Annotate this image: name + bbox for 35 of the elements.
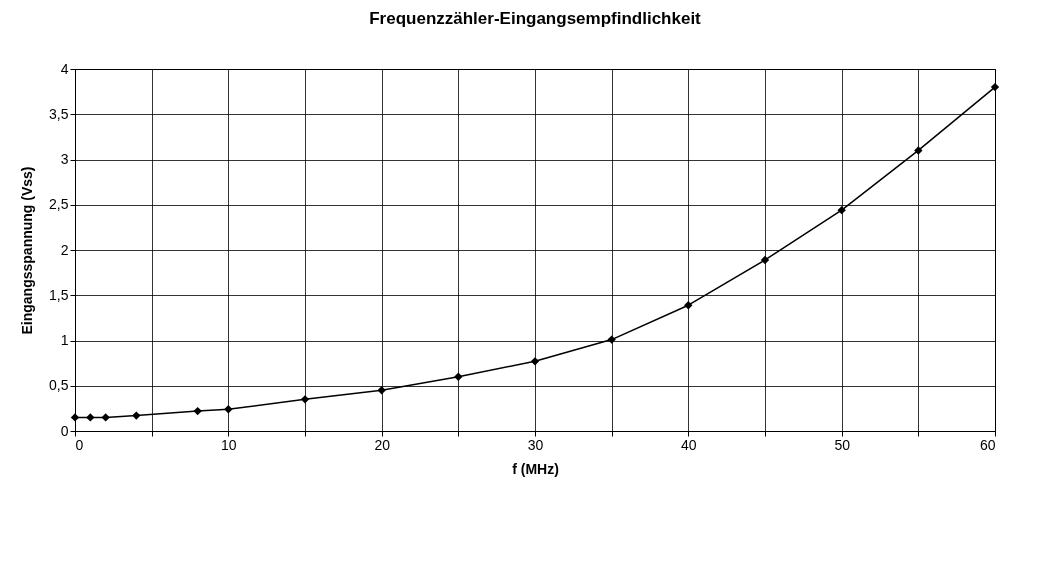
point xyxy=(377,386,386,395)
point xyxy=(990,82,1000,92)
point xyxy=(193,406,202,416)
y-tick-label: 2,5 xyxy=(49,196,69,213)
point xyxy=(86,413,95,422)
point xyxy=(760,255,770,265)
x-tick-label: 60 xyxy=(979,436,996,453)
y-axis-title: Eingangsspannung (Vss) xyxy=(19,166,36,335)
point xyxy=(70,413,80,422)
y-tick-label: 3 xyxy=(60,151,69,167)
y-tick-label: 4 xyxy=(60,60,69,77)
y-tick-label: 1,5 xyxy=(49,286,69,303)
x-tick-label: 20 xyxy=(374,436,391,453)
chart-title: Frequenzzähler-Eingangsempfindlichkeit xyxy=(369,9,702,28)
x-tick-label: 10 xyxy=(221,436,237,453)
y-tick-label: 2 xyxy=(60,241,69,258)
y-tick-label: 3,5 xyxy=(49,105,69,122)
y-tick-label: 1 xyxy=(60,332,69,348)
point xyxy=(684,301,693,310)
point xyxy=(101,413,110,422)
point xyxy=(530,357,540,366)
y-tick-label: 0,5 xyxy=(49,377,69,394)
point xyxy=(607,335,616,344)
x-tick-label: 50 xyxy=(834,436,851,453)
point xyxy=(132,411,141,420)
point xyxy=(914,146,923,155)
point xyxy=(454,372,463,381)
x-tick-label: 0 xyxy=(75,436,84,453)
x-axis-title: f (MHz) xyxy=(512,460,559,477)
point xyxy=(837,206,846,215)
x-tick-label: 30 xyxy=(527,436,544,453)
x-tick-label: 40 xyxy=(681,436,697,453)
point xyxy=(224,405,233,414)
y-tick-label: 0 xyxy=(60,422,69,439)
point xyxy=(300,395,310,404)
